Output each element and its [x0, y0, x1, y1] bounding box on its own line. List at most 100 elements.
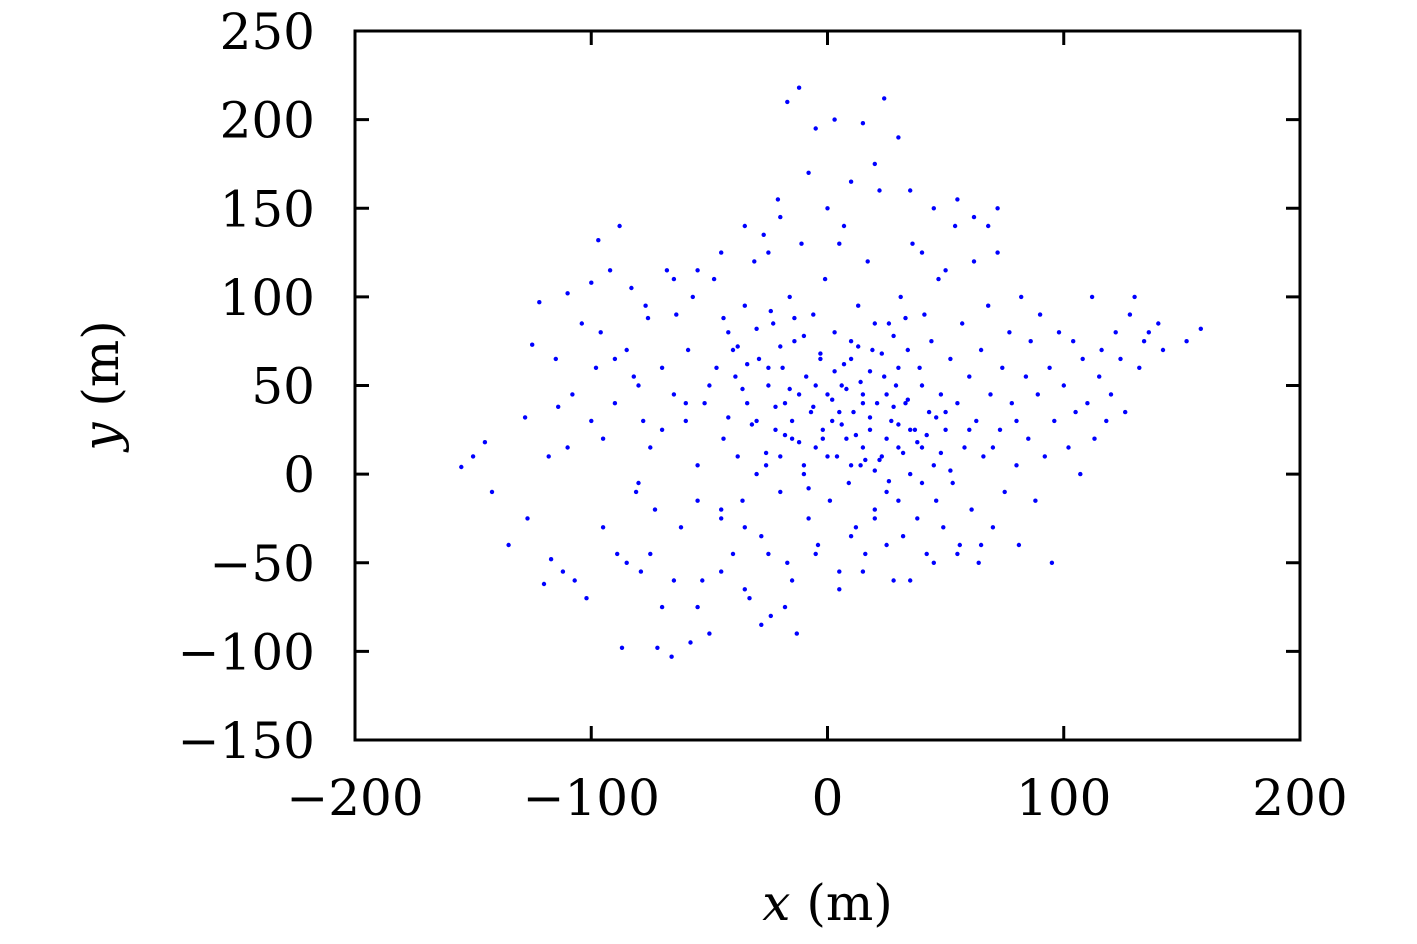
- tick-labels: −200 −100 0 100 200 −150 −100 −50 0 50 100 150 200 25…: [178, 3, 1348, 827]
- data-point: [884, 392, 889, 397]
- data-point: [813, 445, 818, 450]
- data-point: [971, 214, 977, 220]
- data-point: [889, 418, 894, 424]
- data-points: [459, 85, 1204, 659]
- data-point: [655, 645, 660, 650]
- data-point: [643, 303, 648, 308]
- data-point: [572, 578, 577, 583]
- data-point: [924, 551, 929, 557]
- data-point: [1049, 560, 1055, 565]
- data-point: [905, 397, 910, 402]
- data-point: [806, 170, 811, 175]
- data-point: [789, 418, 795, 424]
- data-point: [570, 392, 575, 397]
- data-point: [1127, 312, 1133, 317]
- data-point: [882, 96, 887, 101]
- data-point: [1035, 392, 1041, 397]
- data-point: [714, 365, 719, 370]
- data-point: [1042, 454, 1048, 459]
- data-point: [853, 525, 859, 530]
- data-point: [775, 197, 781, 202]
- data-point: [898, 294, 903, 300]
- data-point: [882, 374, 887, 379]
- data-point: [1184, 339, 1189, 344]
- data-point: [943, 427, 948, 432]
- data-point: [766, 365, 771, 370]
- data-point: [839, 383, 844, 388]
- data-point: [896, 135, 901, 140]
- data-point: [801, 333, 807, 339]
- data-point: [931, 463, 936, 468]
- y-axis-variable: y: [72, 422, 130, 453]
- data-point: [664, 268, 670, 273]
- data-point: [830, 418, 835, 424]
- data-point: [820, 436, 825, 441]
- data-point: [848, 463, 854, 468]
- data-point: [796, 440, 802, 445]
- data-point: [922, 312, 927, 317]
- data-point: [506, 542, 511, 548]
- data-point: [931, 560, 936, 565]
- data-point: [730, 347, 736, 353]
- data-point: [971, 259, 977, 264]
- data-point: [707, 631, 712, 636]
- data-point: [822, 276, 828, 282]
- data-point: [1002, 489, 1007, 495]
- x-axis-unit: (m): [790, 874, 892, 932]
- data-point: [607, 268, 613, 273]
- data-point: [981, 454, 986, 459]
- data-point: [1047, 365, 1052, 370]
- data-point: [754, 471, 759, 477]
- data-point: [990, 525, 996, 530]
- data-point: [905, 347, 910, 353]
- data-point: [811, 404, 816, 409]
- data-point: [778, 214, 783, 220]
- data-point: [1099, 347, 1104, 353]
- data-point: [865, 259, 870, 264]
- data-point: [759, 622, 764, 627]
- data-point: [1160, 347, 1166, 353]
- data-point: [537, 300, 542, 305]
- data-point: [669, 654, 674, 659]
- data-point: [771, 321, 776, 326]
- data-point: [1028, 339, 1033, 344]
- data-point: [1146, 330, 1152, 335]
- data-point: [891, 578, 896, 583]
- data-point: [856, 303, 861, 308]
- data-point: [638, 569, 644, 574]
- data-point: [995, 250, 1000, 255]
- data-point: [553, 356, 558, 362]
- data-point: [1123, 409, 1128, 415]
- data-point: [685, 347, 691, 353]
- data-point: [858, 379, 863, 385]
- data-point: [615, 551, 620, 557]
- data-point: [652, 507, 658, 512]
- data-point: [804, 374, 809, 379]
- data-point: [678, 525, 684, 530]
- data-point: [874, 401, 880, 406]
- data-point: [565, 445, 570, 450]
- data-point: [915, 440, 920, 445]
- data-point: [931, 206, 936, 211]
- y-tick-label: −150: [178, 712, 315, 770]
- data-point: [955, 551, 960, 557]
- data-point: [860, 392, 866, 397]
- data-point: [813, 383, 818, 388]
- data-point: [1137, 365, 1142, 370]
- data-point: [636, 480, 641, 486]
- data-point: [872, 468, 877, 473]
- data-point: [711, 276, 717, 282]
- data-point: [837, 587, 842, 592]
- data-point: [837, 409, 842, 415]
- data-point: [754, 418, 759, 424]
- data-point: [860, 121, 866, 126]
- data-point: [903, 401, 908, 406]
- data-point: [877, 188, 882, 193]
- data-point: [742, 223, 747, 229]
- data-point: [908, 427, 913, 432]
- data-point: [785, 99, 790, 105]
- data-point: [969, 507, 974, 512]
- data-point: [948, 468, 953, 473]
- data-point: [749, 422, 755, 427]
- data-point: [919, 383, 925, 388]
